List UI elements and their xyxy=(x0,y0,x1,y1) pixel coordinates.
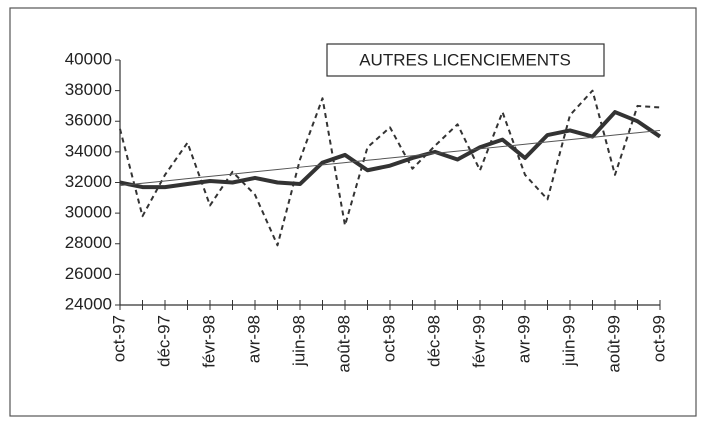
x-tick-label: août-99 xyxy=(604,315,623,373)
y-tick-label: 28000 xyxy=(65,233,112,252)
y-tick-label: 32000 xyxy=(65,172,112,191)
x-tick-label: oct-98 xyxy=(379,315,398,362)
chart-title: AUTRES LICENCIEMENTS xyxy=(359,50,571,69)
series-line xyxy=(119,89,661,247)
x-tick-label: févr-98 xyxy=(199,315,218,368)
series-line xyxy=(119,110,662,190)
x-tick-label: oct-99 xyxy=(649,315,668,362)
x-tick-label: juin-98 xyxy=(289,315,308,367)
series-line xyxy=(119,129,661,187)
x-tick-label: févr-99 xyxy=(469,315,488,368)
y-tick-label: 40000 xyxy=(65,49,112,68)
title-box xyxy=(326,43,605,77)
y-tick-label: 30000 xyxy=(65,203,112,222)
x-tick-label: juin-99 xyxy=(559,315,578,367)
x-tick-label: déc-97 xyxy=(154,315,173,367)
x-tick-label: avr-99 xyxy=(514,315,533,363)
x-tick-label: oct-97 xyxy=(109,315,128,362)
y-tick-label: 36000 xyxy=(65,111,112,130)
y-tick-label: 34000 xyxy=(65,141,112,160)
x-tick-label: août-98 xyxy=(334,315,353,373)
y-tick-label: 24000 xyxy=(65,294,112,313)
x-tick-label: avr-98 xyxy=(244,315,263,363)
y-tick-label: 38000 xyxy=(65,80,112,99)
y-tick-label: 26000 xyxy=(65,264,112,283)
x-tick-label: déc-98 xyxy=(424,315,443,367)
chart-frame xyxy=(9,7,697,417)
